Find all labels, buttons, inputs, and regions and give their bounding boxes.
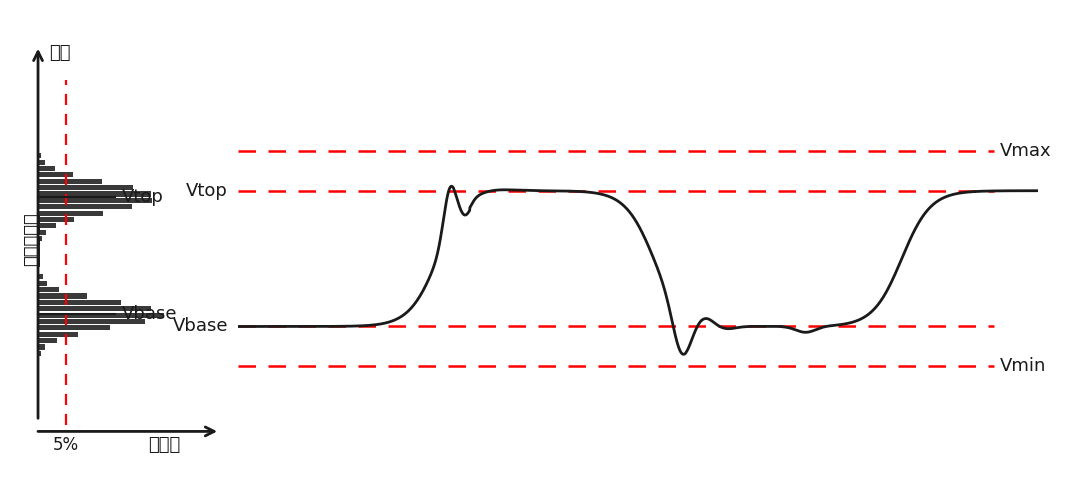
Text: Vmax: Vmax [999, 142, 1051, 160]
Bar [38, 153, 41, 158]
Bar [38, 204, 132, 209]
Text: Vmin: Vmin [999, 357, 1045, 375]
Bar [38, 166, 55, 171]
Bar [38, 319, 145, 324]
Bar [38, 344, 45, 350]
Bar [38, 313, 164, 318]
Text: 直方图映射: 直方图映射 [24, 212, 41, 265]
Bar [38, 274, 43, 280]
Text: Vtop: Vtop [186, 182, 228, 200]
Bar [38, 306, 151, 311]
Bar [38, 191, 151, 197]
Bar [38, 160, 44, 165]
Text: Vbase: Vbase [122, 305, 177, 323]
Bar [38, 262, 40, 267]
Bar [38, 140, 39, 146]
Bar [38, 198, 152, 203]
Bar [38, 338, 56, 343]
Bar [38, 179, 103, 184]
Text: Vbase: Vbase [173, 318, 228, 336]
Bar [38, 351, 41, 356]
Bar [38, 217, 75, 222]
Bar [38, 185, 133, 190]
Bar [38, 210, 103, 216]
Text: 电压: 电压 [50, 44, 70, 62]
Bar [38, 255, 40, 261]
Bar [38, 223, 56, 228]
Bar [38, 243, 40, 247]
Bar [38, 332, 78, 337]
Bar [38, 230, 46, 235]
Bar [38, 147, 39, 152]
Text: 5%: 5% [53, 435, 79, 453]
Bar [38, 325, 110, 331]
Text: Vtop: Vtop [122, 188, 164, 206]
Bar [38, 300, 121, 305]
Bar [38, 172, 74, 177]
Bar [38, 236, 42, 241]
Text: 样点数: 样点数 [148, 435, 181, 453]
Bar [38, 287, 58, 292]
Bar [38, 293, 88, 299]
Bar [38, 281, 48, 286]
